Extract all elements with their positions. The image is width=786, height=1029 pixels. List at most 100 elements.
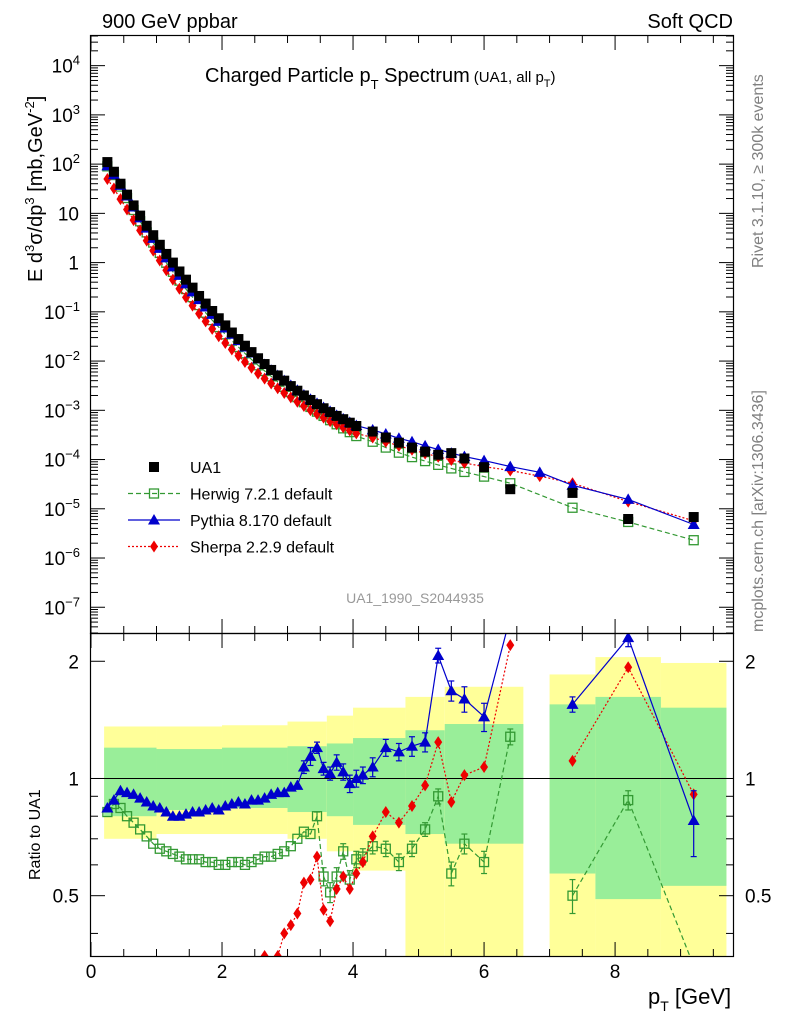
main-point-data	[200, 298, 211, 309]
ratio-point-sherpa	[299, 876, 308, 889]
ratio-point-pythia	[622, 634, 635, 643]
main-point-sherpa	[240, 355, 249, 368]
main-point-herwig	[688, 535, 699, 546]
main-point-pythia	[687, 518, 700, 529]
main-point-data	[174, 266, 185, 277]
main-point-data	[233, 334, 244, 345]
ratio-point-herwig	[246, 856, 257, 868]
ratio-point-sherpa	[339, 870, 348, 883]
ylabel-f: -2	[22, 101, 37, 113]
x-tick-label: 8	[610, 962, 621, 983]
main-point-data	[207, 305, 218, 316]
ratio-point-herwig	[285, 841, 296, 852]
main-point-data	[623, 514, 634, 525]
ratio-point-pythia	[278, 786, 291, 798]
legend-marker-herwig	[148, 488, 160, 499]
main-y-tick-label: 10−5	[44, 496, 80, 521]
ratio-point-pythia	[101, 801, 114, 813]
ratio-point-sherpa	[460, 769, 469, 782]
main-y-tick-label: 10−3	[44, 397, 80, 422]
main-point-data	[312, 399, 323, 410]
ratio-point-herwig	[259, 851, 270, 862]
title-sub: T	[371, 77, 379, 92]
ratio-point-sherpa	[326, 915, 335, 928]
legend-marker-sherpa	[150, 540, 158, 553]
ratio-point-herwig	[134, 824, 146, 835]
main-point-data	[187, 282, 198, 293]
main-point-data	[128, 200, 139, 211]
ratio-point-herwig	[239, 859, 251, 871]
main-point-sherpa	[254, 367, 263, 380]
legend-label-data: UA1	[190, 460, 221, 477]
main-point-pythia	[504, 460, 517, 472]
main-point-data	[272, 370, 283, 381]
ylabel-b: 3	[22, 245, 37, 252]
ratio-point-pythia	[238, 797, 251, 809]
ratio-point-herwig	[324, 887, 336, 898]
main-point-data	[380, 432, 391, 443]
xlabel-a: p	[648, 984, 660, 1009]
main-y-tick-label: 10−7	[44, 594, 80, 619]
ratio-point-pythia	[121, 786, 134, 798]
ratio-point-herwig	[141, 831, 152, 842]
main-point-pythia	[622, 493, 635, 504]
title-note-tail: )	[551, 69, 556, 86]
main-y-tick-label: 10−2	[44, 348, 80, 373]
main-point-data	[367, 426, 378, 437]
ratio-point-herwig	[446, 868, 457, 879]
main-point-data	[167, 257, 178, 268]
ratio-axis-ticks: 2 2 1 1 0.5 0.5 0 2 4 6 8	[53, 634, 771, 983]
main-point-data	[154, 239, 165, 250]
ratio-point-herwig	[292, 833, 303, 844]
main-point-data	[279, 375, 290, 386]
main-point-data	[213, 313, 224, 324]
main-point-data	[194, 290, 205, 301]
ratio-point-sherpa	[286, 919, 295, 932]
title-note-sub: T	[544, 78, 551, 90]
main-point-data	[161, 248, 172, 259]
legend-label-pythia: Pythia 8.170 default	[190, 513, 332, 530]
main-line-herwig	[106, 166, 694, 541]
ratio-point-sherpa	[293, 907, 302, 920]
main-y-tick-label: 104	[52, 53, 80, 78]
x-tick-label: 4	[348, 962, 359, 983]
ratio-point-herwig	[207, 856, 218, 868]
ratio-point-pythia	[419, 736, 432, 747]
ratio-point-herwig	[213, 859, 224, 871]
ratio-point-pythia	[324, 767, 337, 778]
ratio-point-sherpa	[408, 799, 416, 812]
main-point-data	[446, 448, 457, 459]
main-point-data	[135, 210, 146, 221]
ratio-y-label: Ratio to UA1	[27, 789, 44, 880]
main-y-tick-label: 103	[52, 102, 80, 127]
xlabel-c: [GeV]	[669, 984, 731, 1009]
ratio-point-pythia	[366, 761, 379, 772]
ratio-point-sherpa	[313, 850, 322, 863]
x-tick-label: 0	[86, 962, 97, 983]
main-point-data	[479, 462, 490, 473]
ratio-point-sherpa	[358, 856, 367, 869]
main-point-data	[220, 320, 231, 331]
ratio-point-herwig	[200, 856, 211, 868]
main-point-data	[115, 178, 126, 189]
ratio-point-sherpa	[319, 903, 328, 916]
ratio-point-pythia	[114, 784, 127, 796]
ratio-point-pythia	[337, 765, 350, 777]
main-point-data	[148, 230, 159, 241]
watermark: UA1_1990_S2044935	[346, 590, 484, 606]
ratio-y-tick-label-left: 2	[68, 652, 79, 673]
main-line-sherpa	[106, 178, 694, 522]
ratio-point-pythia	[687, 814, 700, 825]
main-point-herwig	[567, 502, 578, 513]
ratio-point-sherpa	[345, 883, 354, 896]
ratio-point-sherpa	[280, 927, 289, 940]
ratio-point-pythia	[566, 698, 579, 709]
ratio-point-pythia	[432, 649, 445, 660]
ratio-point-pythia	[406, 740, 418, 751]
ratio-point-sherpa	[506, 639, 515, 652]
legend-label-sherpa: Sherpa 2.2.9 default	[190, 540, 335, 557]
ratio-point-sherpa	[480, 761, 489, 774]
